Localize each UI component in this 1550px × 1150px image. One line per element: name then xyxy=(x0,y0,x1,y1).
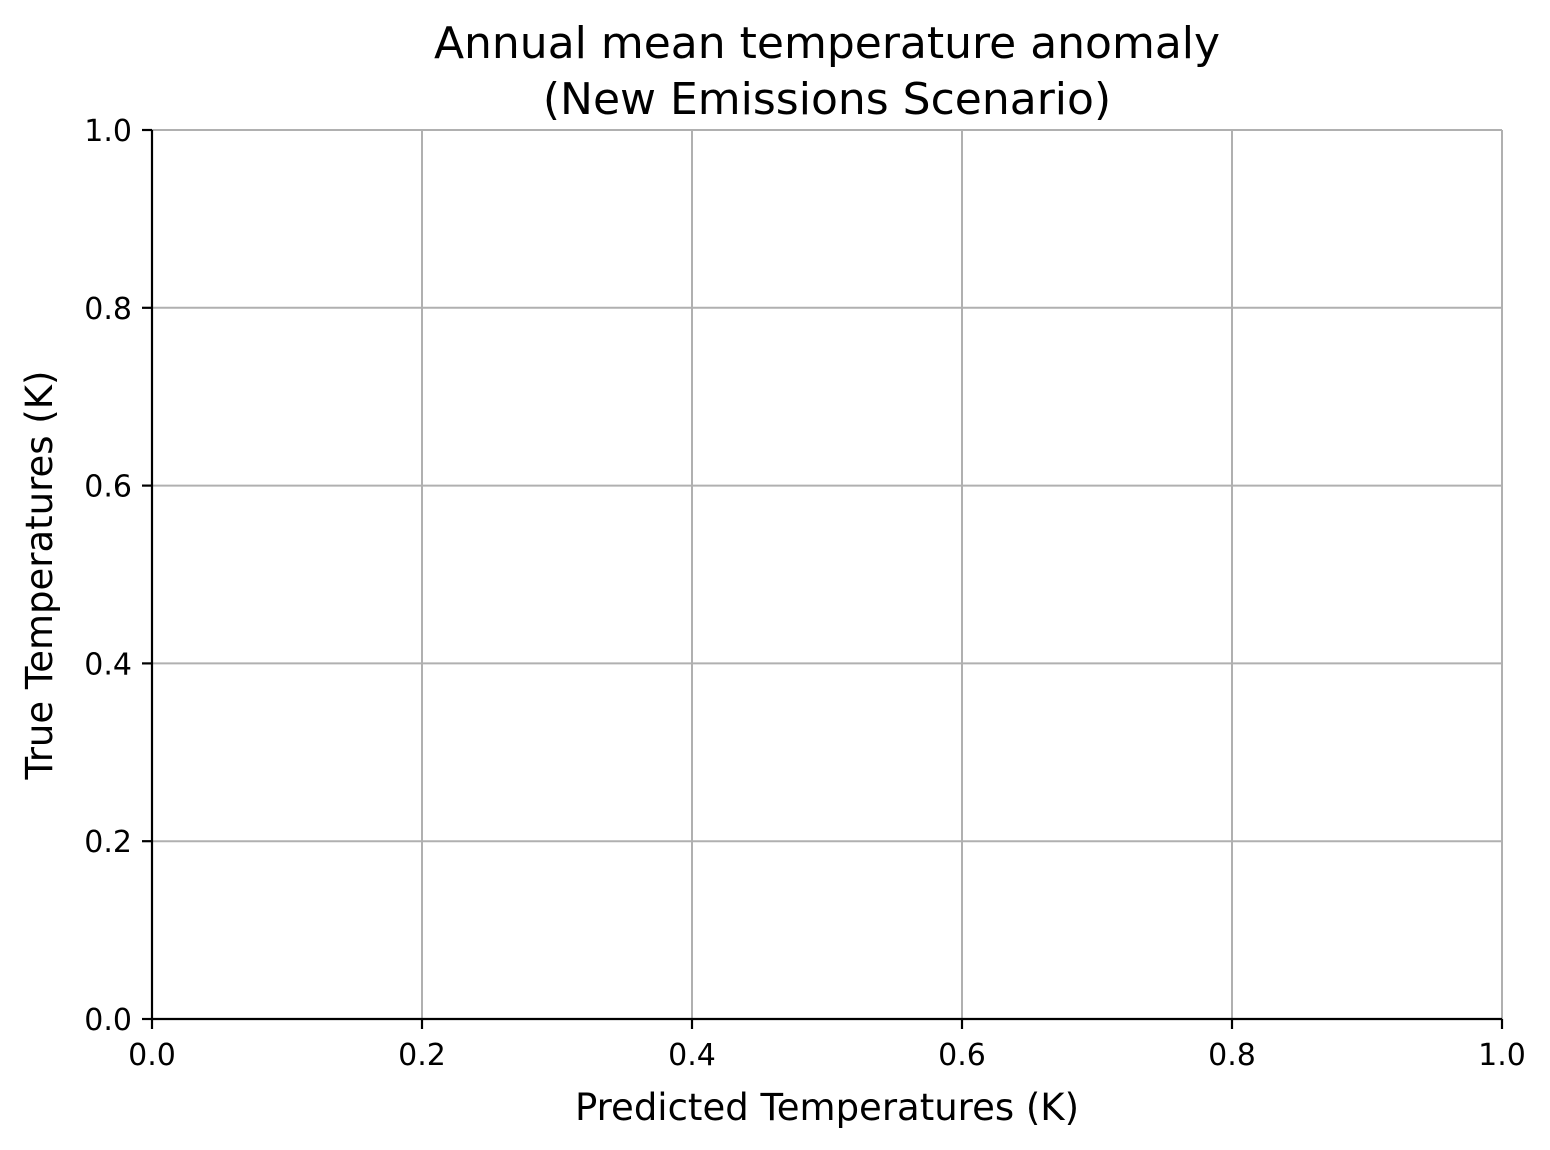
chart-title-line-2: (New Emissions Scenario) xyxy=(543,74,1111,125)
y-tick-label-0: 0.0 xyxy=(84,1003,132,1038)
y-axis-label: True Temperatures (K) xyxy=(18,371,61,781)
chart-title-line-1: Annual mean temperature anomaly xyxy=(434,18,1220,69)
y-tick-label-2: 0.4 xyxy=(84,647,132,682)
x-tick-label-0: 0.0 xyxy=(128,1038,176,1073)
ticks: 0.0 0.2 0.4 0.6 0.8 1.0 0.0 0.2 0.4 0.6 0.8 1.0 xyxy=(84,114,1526,1073)
y-tick-label-5: 1.0 xyxy=(84,114,132,149)
y-tick-label-3: 0.6 xyxy=(84,470,132,505)
y-tick-label-1: 0.2 xyxy=(84,825,132,860)
y-tick-label-4: 0.8 xyxy=(84,292,132,327)
x-tick-label-4: 0.8 xyxy=(1208,1038,1256,1073)
x-tick-label-2: 0.4 xyxy=(668,1038,716,1073)
grid xyxy=(152,129,1503,1019)
x-tick-label-3: 0.6 xyxy=(938,1038,986,1073)
x-tick-label-5: 1.0 xyxy=(1478,1038,1526,1073)
axes xyxy=(150,130,1502,1021)
x-axis-label: Predicted Temperatures (K) xyxy=(575,1086,1079,1129)
x-tick-label-1: 0.2 xyxy=(398,1038,446,1073)
